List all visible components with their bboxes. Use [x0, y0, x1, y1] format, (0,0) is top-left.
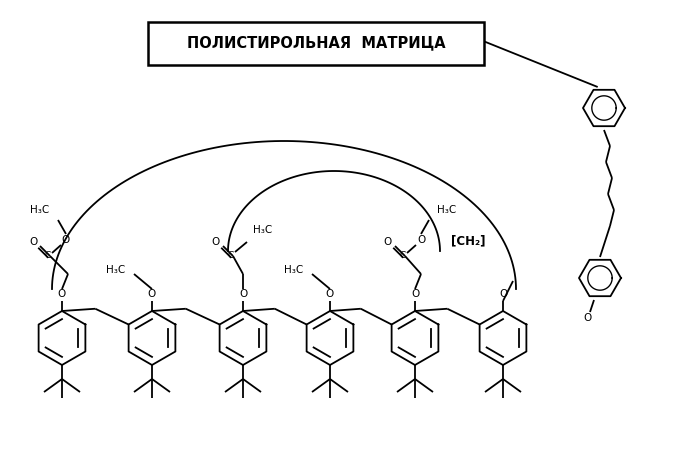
- Text: C: C: [45, 250, 51, 259]
- Text: ПОЛИСТИРОЛЬНАЯ  МАТРИЦА: ПОЛИСТИРОЛЬНАЯ МАТРИЦА: [187, 35, 445, 50]
- Text: O: O: [212, 237, 220, 247]
- Text: H₃C: H₃C: [284, 265, 303, 275]
- Text: H₃C: H₃C: [106, 265, 126, 275]
- Text: O: O: [239, 289, 247, 299]
- Text: O: O: [30, 237, 38, 247]
- Text: O: O: [326, 289, 334, 299]
- Text: O: O: [384, 237, 392, 247]
- Text: O: O: [148, 289, 156, 299]
- Text: H₃C: H₃C: [30, 205, 50, 215]
- Text: C: C: [400, 250, 406, 259]
- Text: O: O: [58, 289, 66, 299]
- Bar: [148, 22, 484, 65]
- Text: O: O: [417, 235, 425, 245]
- Text: O: O: [411, 289, 419, 299]
- Text: O: O: [62, 235, 70, 245]
- Text: H₃C: H₃C: [438, 205, 456, 215]
- Text: C: C: [228, 250, 234, 259]
- Text: H₃C: H₃C: [253, 225, 273, 235]
- Text: [CH₂]: [CH₂]: [451, 235, 485, 248]
- Text: O: O: [499, 289, 507, 299]
- Text: O: O: [584, 313, 592, 323]
